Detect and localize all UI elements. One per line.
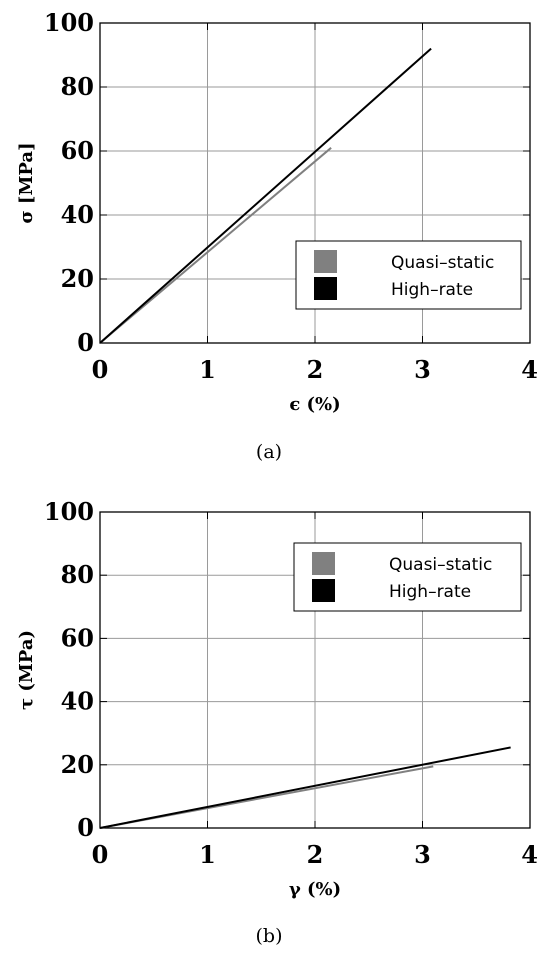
y-tick-label: 20	[61, 264, 94, 293]
figure-caption: (a)	[256, 441, 282, 463]
x-tick-label: 0	[92, 355, 109, 384]
y-tick-label: 0	[77, 813, 94, 842]
y-tick-label: 40	[61, 687, 94, 716]
y-tick-label: 0	[77, 328, 94, 357]
y-tick-label: 60	[61, 623, 94, 652]
legend: Quasi–static High–rate	[295, 240, 522, 310]
legend-label: Quasi–static	[389, 555, 492, 575]
legend-swatch	[312, 579, 335, 602]
legend: Quasi–static High–rate	[293, 542, 522, 612]
x-tick-label: 1	[199, 355, 216, 384]
x-tick-label: 3	[414, 840, 431, 869]
x-axis-label: ϵ (%)	[289, 394, 340, 415]
x-tick-label: 2	[307, 840, 324, 869]
series-line-high-rate	[99, 746, 511, 829]
x-tick-label: 2	[307, 355, 324, 384]
chart-b: 0 1 2 3 4 0 20 40 60 80 100 γ (%) τ (MPa) Quasi–stati…	[0, 479, 538, 958]
series-line-quasi-static	[99, 147, 332, 344]
x-tick-label: 0	[92, 840, 109, 869]
y-tick-label: 20	[61, 750, 94, 779]
y-tick-label: 40	[61, 200, 94, 229]
y-tick-label: 100	[44, 497, 94, 526]
legend-label: High–rate	[391, 280, 473, 300]
y-axis-label: σ [MPa]	[16, 142, 37, 223]
series-line-high-rate	[99, 47, 432, 344]
x-axis-label: γ (%)	[289, 879, 341, 900]
y-tick-label: 80	[61, 72, 94, 101]
figure-caption: (b)	[256, 925, 283, 947]
x-tick-label: 3	[414, 355, 431, 384]
x-tick-label: 1	[199, 840, 216, 869]
y-tick-label: 60	[61, 136, 94, 165]
x-tick-label: 4	[521, 355, 538, 384]
legend-swatch	[314, 250, 337, 273]
chart-a: 0 1 2 3 4 0 20 40 60 80 100 ϵ (%) σ [MPa] Quasi–stati…	[16, 8, 538, 463]
y-tick-label: 80	[61, 560, 94, 589]
x-tick-label: 4	[521, 840, 538, 869]
y-tick-label: 100	[44, 8, 94, 37]
legend-label: Quasi–static	[391, 253, 494, 273]
legend-swatch	[314, 277, 337, 300]
y-axis-label: τ (MPa)	[16, 630, 37, 710]
legend-label: High–rate	[389, 582, 471, 602]
legend-swatch	[312, 552, 335, 575]
